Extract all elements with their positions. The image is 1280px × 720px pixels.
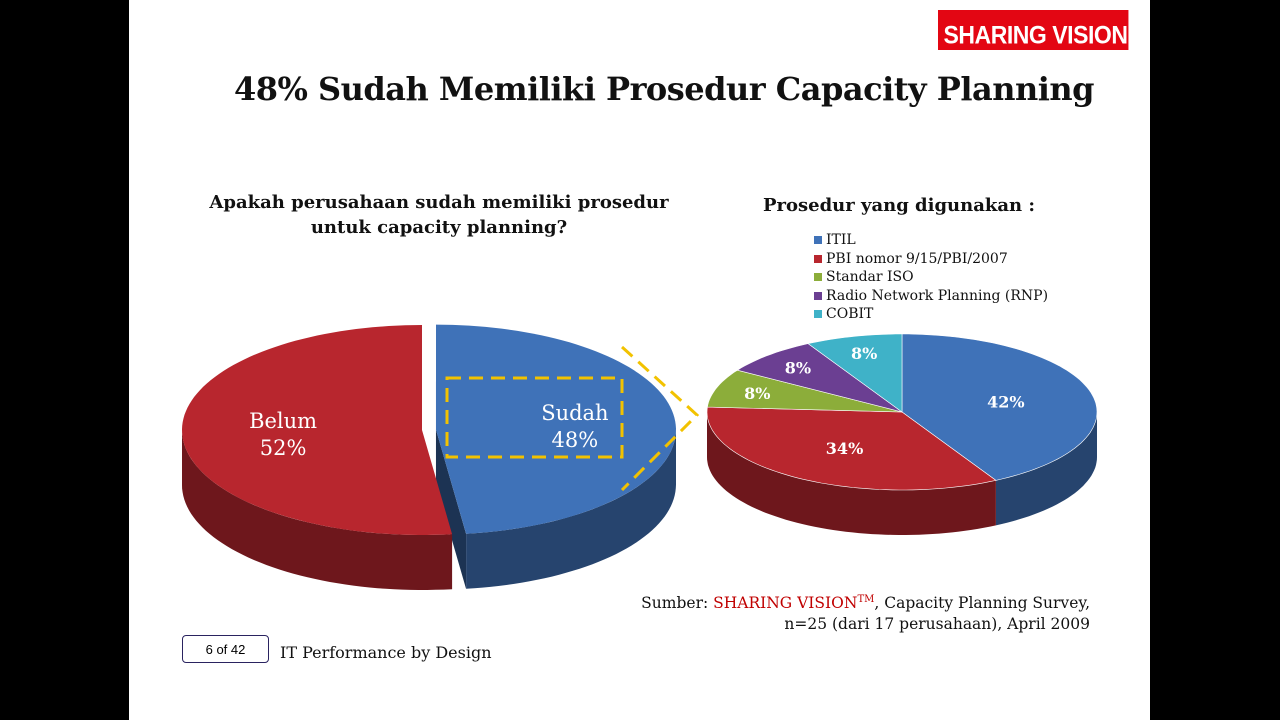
legend-swatch [814,291,822,300]
legend-swatch [814,273,822,282]
legend-label: ITIL [826,232,856,248]
legend-label: COBIT [826,306,874,322]
right-chart-legend: ITIL PBI nomor 9/15/PBI/2007 Standar ISO… [814,231,1048,324]
tagline: IT Performance by Design [280,643,492,662]
pie-slice-side-sudah [466,429,676,589]
slide: SHARING VISION TM 48% Sudah Memiliki Pro… [129,0,1150,720]
source-line2: n=25 (dari 17 perusahaan), April 2009 [784,615,1090,634]
callout-dashed-box [445,376,624,459]
pie-slice-itil [901,333,1098,481]
legend-label: Radio Network Planning (RNP) [826,287,1049,304]
right-chart-title: Prosedur yang digunakan : [762,195,1036,216]
legend-swatch [814,254,822,263]
left-chart-title-line1: Apakah perusahaan sudah memiliki prosedu… [209,192,669,213]
source-rest: , Capacity Planning Survey, [874,594,1090,613]
left-chart-title: Apakah perusahaan sudah memiliki prosedu… [189,190,689,240]
pie-slice-side-belum [182,430,453,590]
pie-charts: Sudah 48% Belum 52% 42% 34% 8% 8% 8% [182,324,1098,590]
slice-value-label: 8% [744,384,770,403]
source-prefix: Sumber: [641,594,714,613]
legend-item: Radio Network Planning (RNP) [814,287,1048,306]
legend-item: PBI nomor 9/15/PBI/2007 [814,250,1048,269]
pie-slice-side-itil [995,412,1097,526]
slice-value-label: 52% [260,436,307,460]
pie-slice-standar-iso [707,369,903,413]
legend-label: Standar ISO [826,269,914,285]
pie-slice-side-pbi-nomor-9-15-pbi-2007 [707,412,996,535]
logo-text: SHARING VISION [943,21,1128,50]
pie-slice-belum [182,325,453,535]
source-tm: TM [857,594,875,605]
slice-value-label: 34% [826,439,863,458]
logo-tm: TM [1133,22,1150,37]
source-note: Sumber: SHARING VISIONTM, Capacity Plann… [641,589,1090,635]
left-chart-title-line2: untuk capacity planning? [310,217,568,238]
legend-swatch [814,236,822,245]
legend-item: COBIT [814,305,1048,324]
pie-slice-pbi-nomor-9-15-pbi-2007 [706,406,997,491]
legend-item: Standar ISO [814,268,1048,287]
legend-label: PBI nomor 9/15/PBI/2007 [826,250,1008,267]
slice-value-label: 42% [987,392,1024,411]
legend-swatch [814,310,822,319]
page-indicator[interactable]: 6 of 42 [182,635,269,663]
pie-slice-cut-face [435,429,467,589]
source-brand: SHARING VISIONTM [713,594,874,612]
slice-value-label: 8% [851,344,877,363]
slice-value-label: 8% [785,359,811,378]
slice-value-label: 48% [552,428,599,452]
page-title: 48% Sudah Memiliki Prosedur Capacity Pla… [233,70,1095,108]
slice-name-label: Belum [249,409,317,433]
sharing-vision-logo: SHARING VISION TM [938,10,1150,50]
pie-slice-cobit [807,333,903,413]
legend-item: ITIL [814,231,1048,250]
pie-slice-radio-network-planning-rnp- [736,343,903,413]
callout-arrow [620,345,700,492]
slice-name-label: Sudah [541,401,608,425]
source-brand-text: SHARING VISION [713,594,858,613]
